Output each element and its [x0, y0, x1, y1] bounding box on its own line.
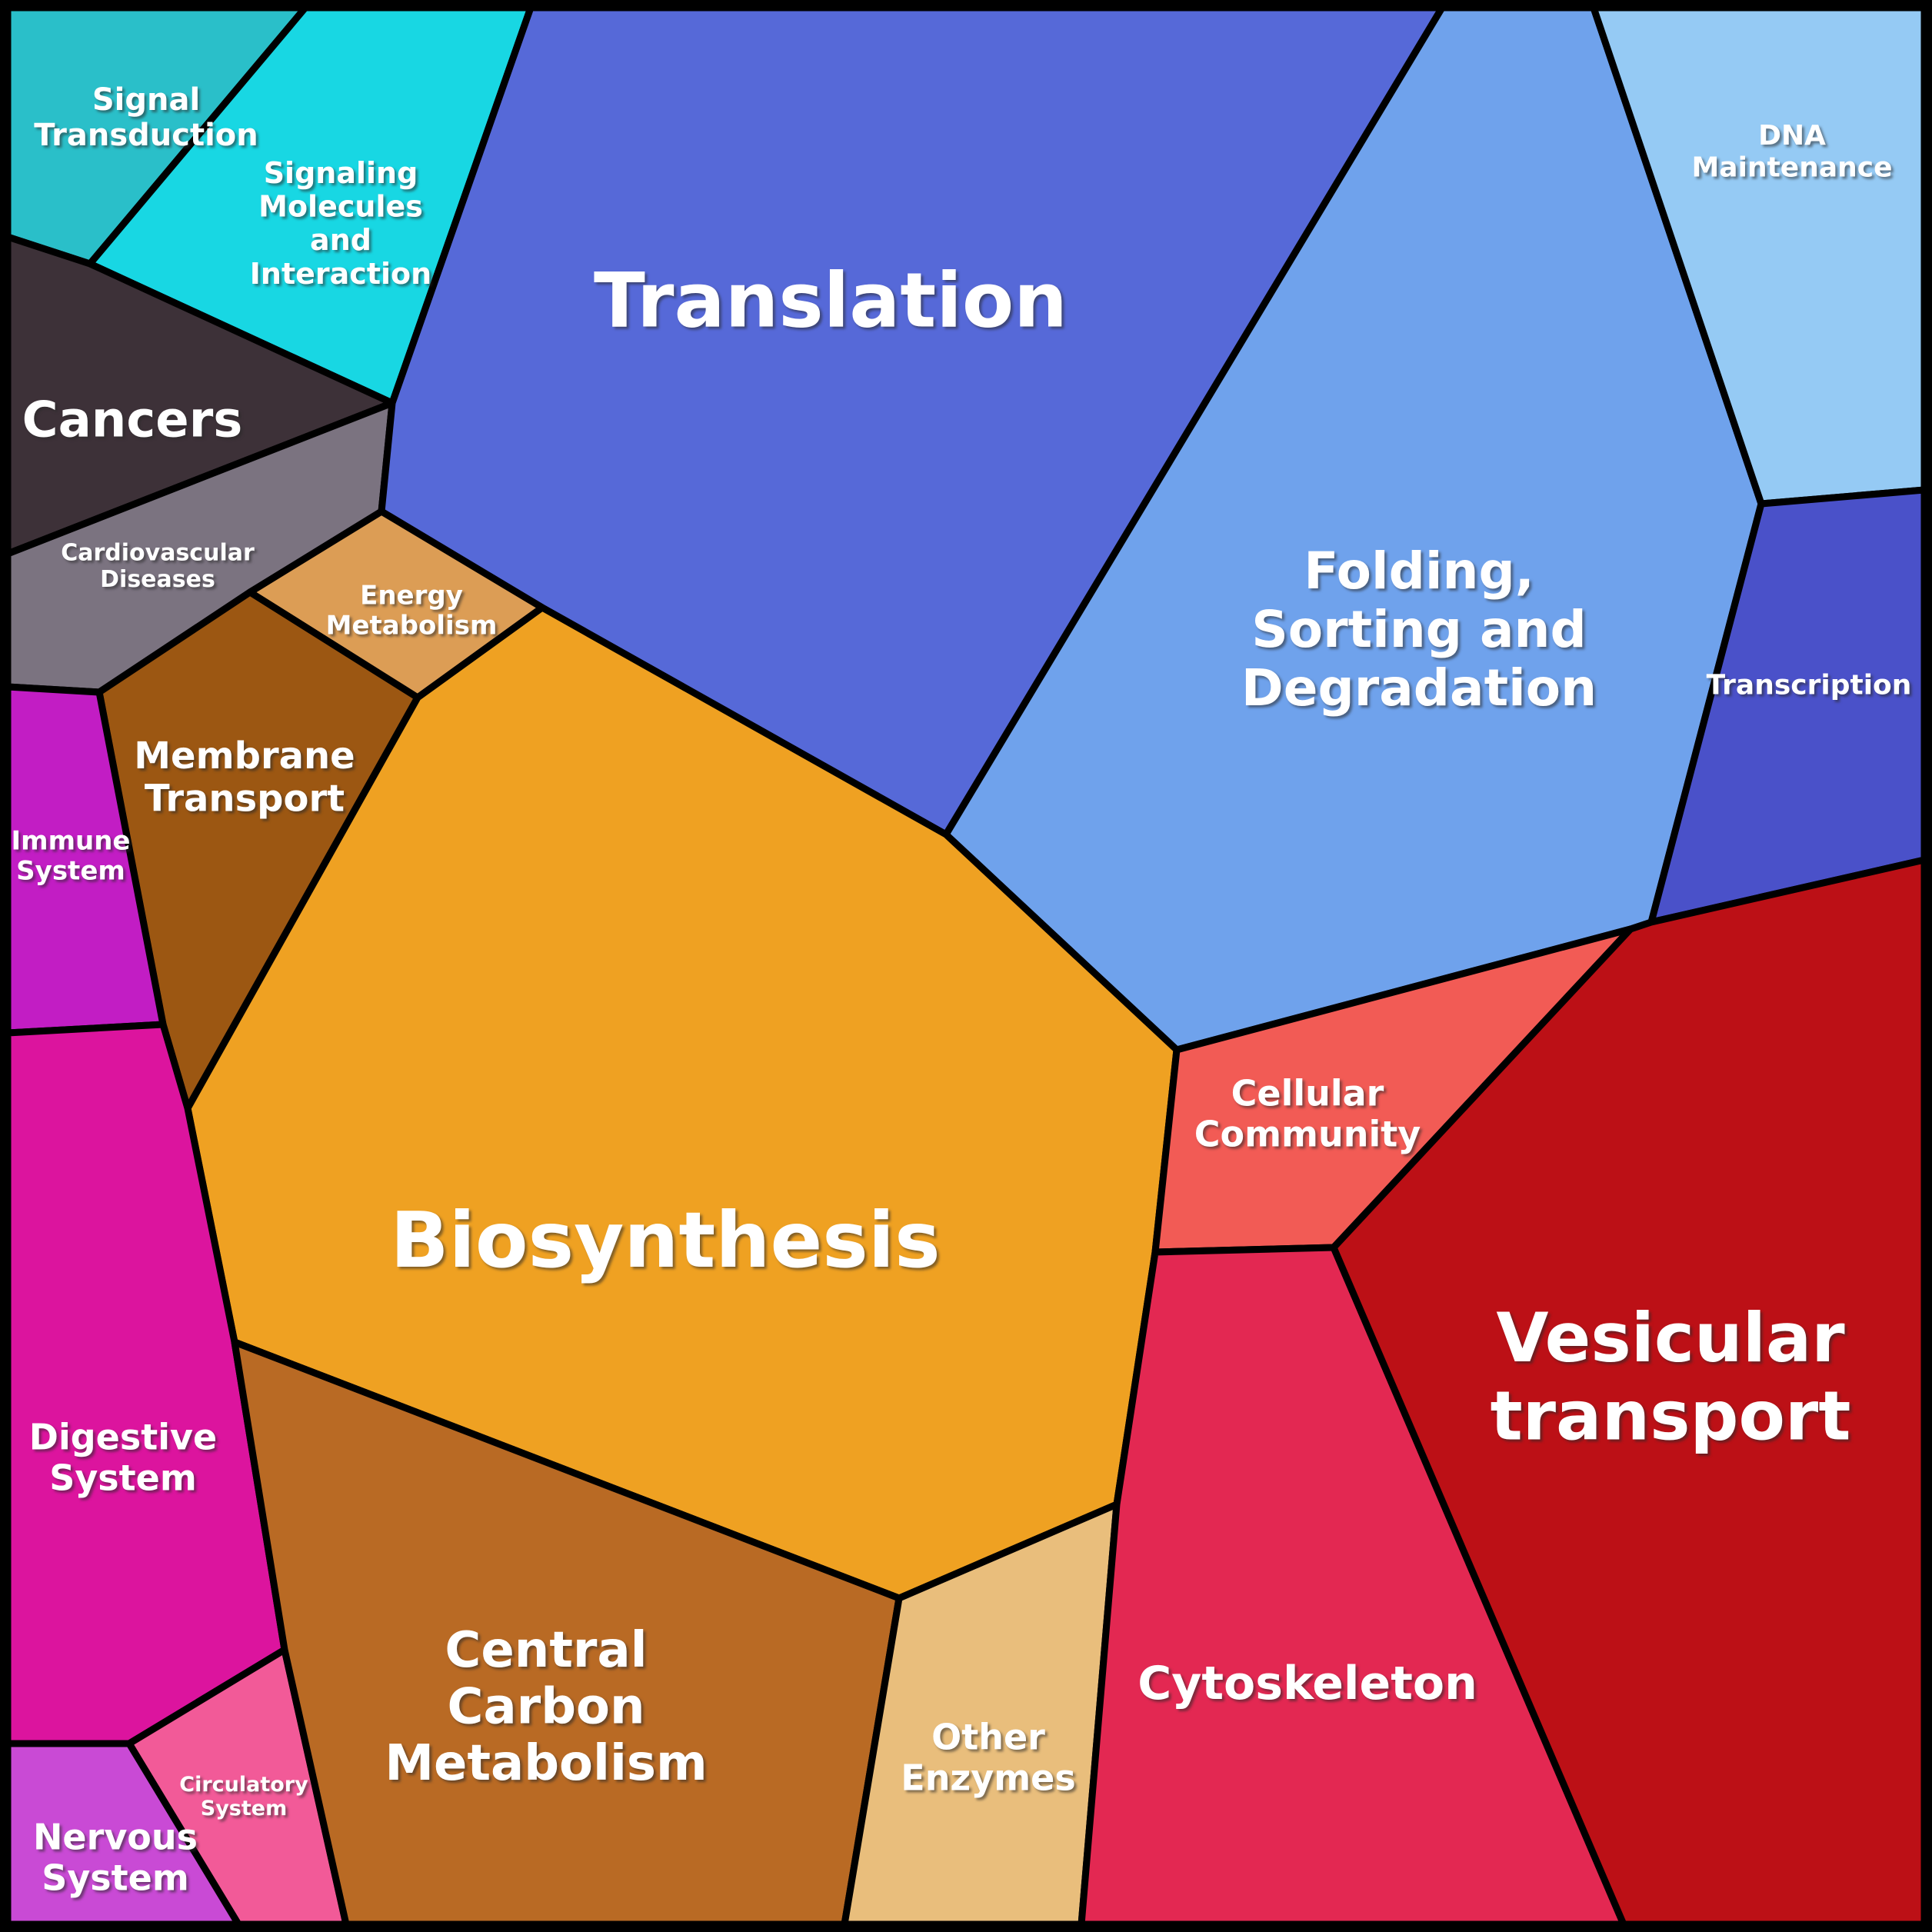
treemap-cells	[4, 4, 1928, 1928]
cell-central-carbon-metabolism[interactable]	[231, 1338, 903, 1928]
cell-cytoskeleton[interactable]	[1078, 1244, 1627, 1928]
cell-vesicular-transport[interactable]	[1330, 856, 1928, 1928]
cell-nervous-system[interactable]	[4, 1740, 242, 1928]
